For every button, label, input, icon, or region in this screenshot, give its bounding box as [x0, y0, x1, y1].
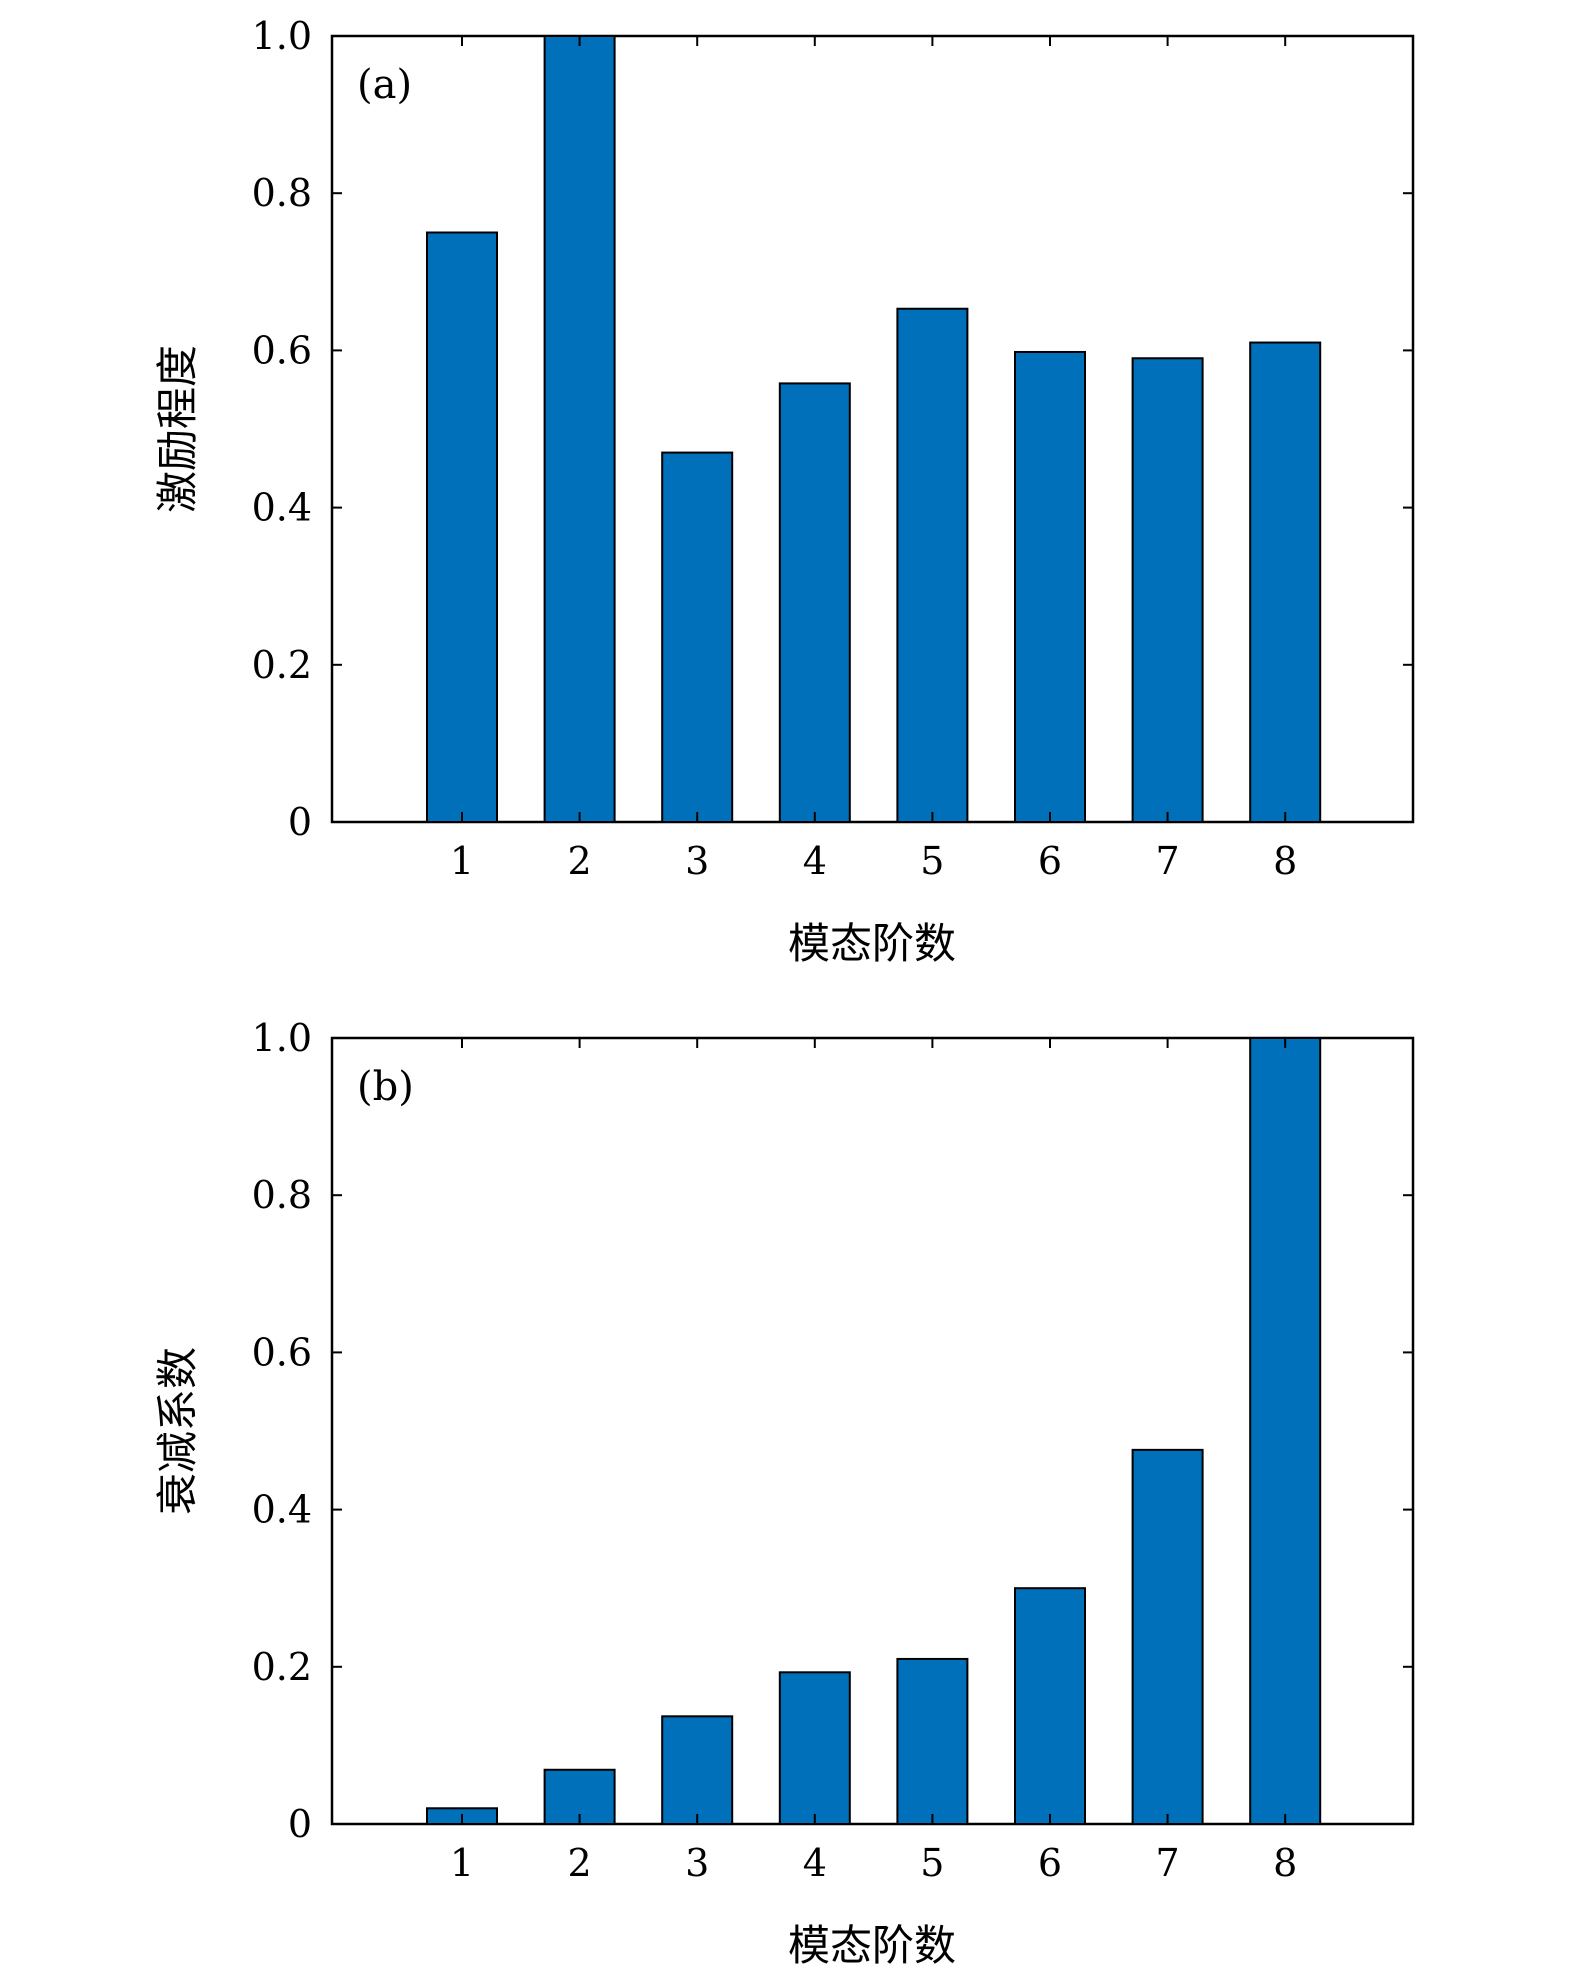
y-tick-label: 1.0 [252, 1016, 312, 1060]
x-axis-ticks: 1 2 3 4 5 6 7 8 [450, 36, 1297, 883]
bars-group [426, 1037, 1322, 1826]
bar-8 [1249, 1037, 1322, 1825]
y-axis-ticks: 0 0.2 0.4 0.6 0.8 1.0 [252, 1016, 1413, 1846]
x-tick-label: 4 [803, 1841, 827, 1885]
x-tick-label: 8 [1273, 1841, 1297, 1885]
bars-group [426, 35, 1322, 823]
x-tick-label: 1 [450, 1841, 474, 1885]
x-tick-label: 5 [920, 1841, 944, 1885]
y-tick-label: 0.4 [252, 1488, 312, 1532]
y-tick-label: 0.6 [252, 328, 312, 372]
bar-6 [1014, 350, 1086, 823]
x-tick-label: 7 [1156, 839, 1180, 883]
plot-frame [330, 34, 1415, 824]
panel-label: (b) [357, 1064, 414, 1110]
x-tick-label: 4 [803, 839, 827, 883]
x-tick-label: 5 [920, 839, 944, 883]
bar-5 [896, 307, 969, 823]
y-axis-label: 激励程度 [153, 345, 202, 513]
y-tick-label: 0.2 [252, 643, 312, 687]
panel-label: (a) [357, 62, 412, 108]
panel-b-chart: 0 0.2 0.4 0.6 0.8 1.0 1 2 3 4 5 6 7 8 (b) 模态阶数 衰减系数 [153, 1016, 1415, 1970]
y-axis-ticks: 0 0.2 0.4 0.6 0.8 1.0 [252, 14, 1413, 844]
x-tick-label: 3 [685, 1841, 709, 1885]
bar-4 [778, 382, 851, 823]
x-tick-label: 6 [1038, 1841, 1062, 1885]
x-axis-label: 模态阶数 [788, 1921, 956, 1970]
x-tick-label: 6 [1038, 839, 1062, 883]
x-tick-label: 2 [568, 1841, 592, 1885]
x-tick-label: 2 [568, 839, 592, 883]
x-tick-label: 8 [1273, 839, 1297, 883]
x-tick-label: 3 [685, 839, 709, 883]
y-tick-label: 0.8 [252, 171, 312, 215]
y-tick-label: 0.2 [252, 1645, 312, 1689]
panel-a-chart: 0 0.2 0.4 0.6 0.8 1.0 1 2 3 4 5 6 7 8 (a) 模态阶数 激励程度 [153, 14, 1415, 968]
bar-6 [1014, 1587, 1086, 1825]
y-axis-label: 衰减系数 [153, 1347, 202, 1515]
y-tick-label: 0.6 [252, 1330, 312, 1374]
bar-7 [1131, 1448, 1204, 1825]
bar-3 [661, 451, 734, 823]
plot-frame [330, 1036, 1415, 1826]
y-tick-label: 1.0 [252, 14, 312, 58]
y-tick-label: 0.4 [252, 486, 312, 530]
x-tick-label: 7 [1156, 1841, 1180, 1885]
bar-8 [1249, 341, 1322, 823]
x-axis-label: 模态阶数 [788, 919, 956, 968]
bar-2 [543, 35, 616, 823]
x-axis-ticks: 1 2 3 4 5 6 7 8 [450, 1038, 1297, 1885]
bar-1 [426, 231, 498, 823]
bar-7 [1131, 357, 1204, 823]
bar-5 [896, 1657, 969, 1825]
bar-3 [661, 1715, 734, 1825]
y-tick-label: 0 [288, 1802, 312, 1846]
y-tick-label: 0 [288, 800, 312, 844]
x-tick-label: 1 [450, 839, 474, 883]
bar-4 [778, 1671, 851, 1825]
y-tick-label: 0.8 [252, 1173, 312, 1217]
